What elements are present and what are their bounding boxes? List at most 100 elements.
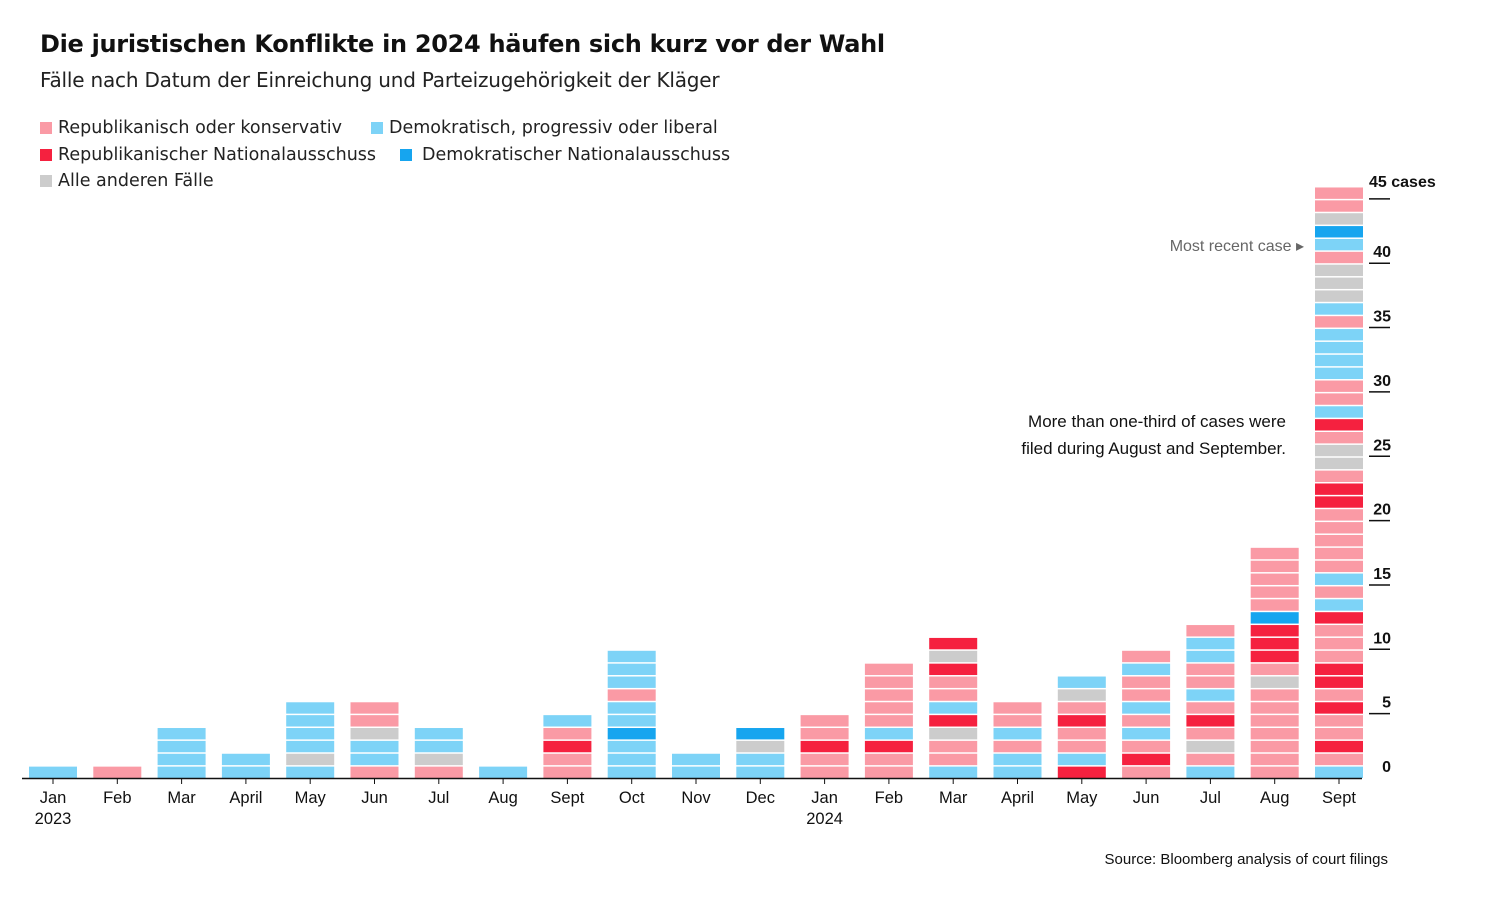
bar-segment xyxy=(672,766,720,778)
bar-segment xyxy=(1186,753,1235,766)
bar-segment xyxy=(929,715,978,727)
source-note: Source: Bloomberg analysis of court fili… xyxy=(1104,851,1388,868)
bar-segment xyxy=(1250,766,1299,778)
bar-segment xyxy=(350,715,399,727)
y-tick-label: 0 xyxy=(1382,759,1391,776)
bar-segment xyxy=(800,753,849,766)
bar-segment xyxy=(1315,264,1363,277)
bar-segment xyxy=(286,728,335,740)
bar-segment xyxy=(1315,290,1363,302)
bar-segment xyxy=(1186,702,1235,714)
bar-segment xyxy=(1250,599,1299,611)
bar-segment xyxy=(286,766,335,778)
bar-segment xyxy=(800,728,849,740)
bar-segment xyxy=(929,689,978,701)
chart-title: Die juristischen Konflikte in 2024 häufe… xyxy=(40,30,885,58)
most-recent-case-label: Most recent case ▸ xyxy=(1169,238,1304,255)
bar-segment xyxy=(157,766,206,778)
bar-segment xyxy=(1250,547,1299,560)
bar-segment xyxy=(1315,213,1363,225)
bar-segment xyxy=(607,702,656,714)
bar-segment xyxy=(1315,367,1363,380)
bar-segment xyxy=(1315,277,1363,289)
bar-segment xyxy=(1315,547,1363,560)
x-tick-label: Jan xyxy=(40,789,67,807)
bar-segment xyxy=(1250,663,1299,676)
bar-segment xyxy=(1250,728,1299,740)
bar-segment xyxy=(864,740,913,753)
bar-segment xyxy=(1315,329,1363,341)
bar-segment xyxy=(864,728,913,740)
bar-segment xyxy=(1057,728,1106,740)
bar-segment xyxy=(607,753,656,766)
x-tick-label: Aug xyxy=(1260,789,1289,807)
bar-segment xyxy=(543,753,592,766)
legend-label-other: Alle anderen Fälle xyxy=(58,171,214,191)
bar-segment xyxy=(800,715,849,727)
x-tick-label: Aug xyxy=(488,789,517,807)
x-tick-label: Jan xyxy=(811,789,838,807)
bar-segment xyxy=(1315,586,1363,598)
bar-segment xyxy=(414,766,463,778)
x-tick-year-label: 2023 xyxy=(35,810,72,828)
chart-subtitle: Fälle nach Datum der Einreichung und Par… xyxy=(40,68,720,92)
bar-segment xyxy=(607,650,656,663)
bar-segment xyxy=(1057,715,1106,727)
bar-segment xyxy=(1122,753,1171,766)
bar-segment xyxy=(607,766,656,778)
bar-segment xyxy=(1186,650,1235,663)
bar-segment xyxy=(993,728,1042,740)
bar-segment xyxy=(1315,354,1363,367)
bar-segment xyxy=(1186,625,1235,637)
bar-segment xyxy=(1315,483,1363,495)
annotation: More than one-third of cases were filed … xyxy=(1021,408,1286,462)
bar-segment xyxy=(1315,341,1363,354)
bar-segment xyxy=(1315,457,1363,470)
bar-segment xyxy=(1122,663,1171,676)
bar-segment xyxy=(543,715,592,727)
x-tick-label: Jun xyxy=(361,789,388,807)
legend-item-republican: Republikanisch oder konservativ xyxy=(40,118,342,138)
bar-segment xyxy=(1315,496,1363,508)
bar-segment xyxy=(286,715,335,727)
annotation-line-1: More than one-third of cases were xyxy=(1028,412,1286,431)
bar-segment xyxy=(1315,444,1363,457)
bar-segment xyxy=(864,753,913,766)
bar-segment xyxy=(1315,663,1363,676)
legend-label-dnc: Demokratischer Nationalausschuss xyxy=(422,145,731,165)
bar-segment xyxy=(864,663,913,676)
bar-segment xyxy=(1186,728,1235,740)
bar-segment xyxy=(1057,766,1106,778)
bar-segment xyxy=(1250,586,1299,598)
bar-segment xyxy=(1186,689,1235,701)
bar-segment xyxy=(929,766,978,778)
x-tick-label: Oct xyxy=(619,789,645,807)
bar-segment xyxy=(1315,419,1363,431)
x-tick-label: Feb xyxy=(875,789,903,807)
bar-segment xyxy=(1122,689,1171,701)
bar-segment xyxy=(1250,573,1299,585)
y-axis-unit-label: 45 cases xyxy=(1369,174,1436,191)
bar-segment xyxy=(286,753,335,766)
bar-segment xyxy=(1250,612,1299,624)
bar-segment xyxy=(607,689,656,701)
bar-segment xyxy=(1315,689,1363,701)
bar-segment xyxy=(479,766,528,778)
bar-segment xyxy=(1315,560,1363,573)
bar-segment xyxy=(1122,728,1171,740)
legend-swatch-other xyxy=(40,175,52,187)
bar-segment xyxy=(736,728,785,740)
y-tick-label: 5 xyxy=(1382,695,1391,712)
bar-segment xyxy=(800,766,849,778)
bar-segment xyxy=(864,702,913,714)
bar-segment xyxy=(157,753,206,766)
bar-segment xyxy=(1057,753,1106,766)
bar-segment xyxy=(1315,200,1363,212)
legend-swatch-dnc xyxy=(400,149,412,161)
bar-segment xyxy=(1250,560,1299,573)
bar-segment xyxy=(1315,534,1363,547)
bar-segment xyxy=(414,728,463,740)
bar-segment xyxy=(543,766,592,778)
bar-segment xyxy=(1057,740,1106,753)
bar-segment xyxy=(993,766,1042,778)
